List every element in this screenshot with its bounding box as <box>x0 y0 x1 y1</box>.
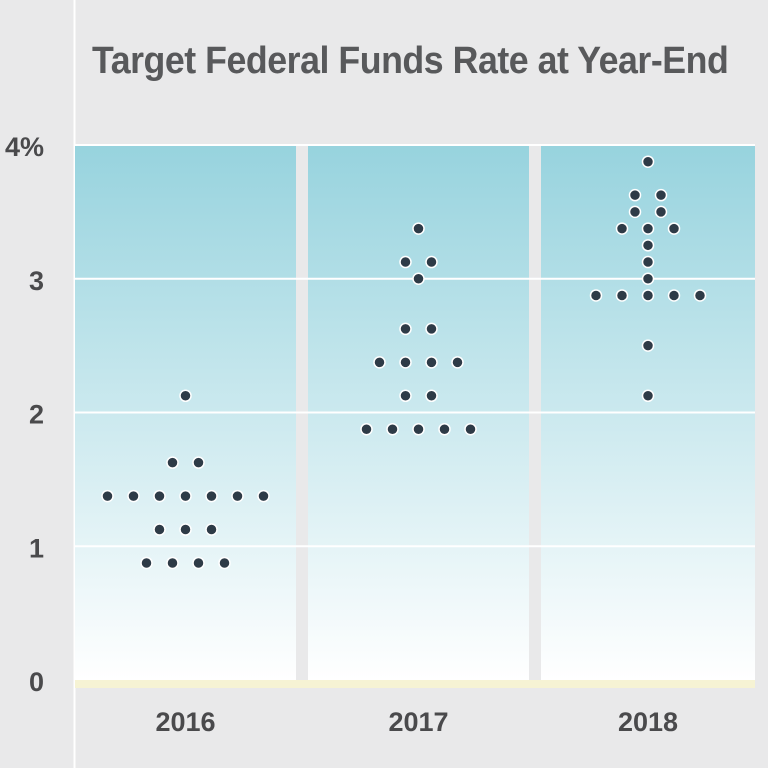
data-dot <box>425 255 438 269</box>
data-dot <box>641 339 655 352</box>
data-dot <box>641 255 655 269</box>
data-dot <box>153 489 166 503</box>
data-dot <box>153 523 166 536</box>
chart-title: Target Federal Funds Rate at Year-End <box>92 40 729 82</box>
data-dot <box>360 422 373 436</box>
data-dot <box>464 422 477 436</box>
data-dot <box>425 322 438 336</box>
data-dot <box>641 289 655 302</box>
data-dot <box>399 356 412 369</box>
x-tick-label: 2018 <box>618 707 678 737</box>
data-dot <box>140 556 153 570</box>
data-dot <box>641 239 655 252</box>
data-dot <box>192 456 205 469</box>
data-dot <box>386 422 399 436</box>
data-dot <box>373 356 386 369</box>
y-tick-label: 4% <box>5 132 44 162</box>
data-dot <box>641 155 655 168</box>
data-dot <box>615 289 629 302</box>
x-tick-label: 2017 <box>388 707 448 737</box>
baseline-strip <box>75 680 755 688</box>
data-dot <box>654 205 668 219</box>
data-dot <box>179 523 192 536</box>
data-dot <box>425 356 438 369</box>
data-dot <box>628 188 642 202</box>
data-dot <box>412 422 425 436</box>
data-dot <box>179 489 192 503</box>
data-dot <box>641 222 655 235</box>
data-dot <box>166 556 179 570</box>
data-dot <box>615 222 629 235</box>
data-dot <box>399 322 412 336</box>
data-dot <box>641 389 655 403</box>
data-dot <box>399 389 412 403</box>
y-tick-label: 3 <box>29 266 44 296</box>
data-dot <box>257 489 270 503</box>
data-dot <box>641 272 655 285</box>
data-dot <box>628 205 642 219</box>
data-dot <box>693 289 707 302</box>
data-dot <box>205 489 218 503</box>
y-tick-label: 1 <box>29 533 44 563</box>
data-dot <box>412 272 425 285</box>
data-dot <box>654 188 668 202</box>
data-dot <box>412 222 425 235</box>
x-tick-label: 2016 <box>155 707 215 737</box>
data-dot <box>438 422 451 436</box>
data-dot <box>231 489 244 503</box>
data-dot <box>589 289 603 302</box>
data-dot <box>399 255 412 269</box>
y-tick-label: 2 <box>29 400 44 430</box>
data-dot <box>166 456 179 469</box>
data-dot <box>179 389 192 403</box>
data-dot <box>218 556 231 570</box>
data-dot <box>192 556 205 570</box>
data-dot <box>205 523 218 536</box>
data-dot <box>425 389 438 403</box>
data-dot <box>667 222 681 235</box>
y-tick-label: 0 <box>29 667 44 697</box>
data-dot <box>451 356 464 369</box>
data-dot <box>127 489 140 503</box>
data-dot <box>667 289 681 302</box>
data-dot <box>101 489 114 503</box>
